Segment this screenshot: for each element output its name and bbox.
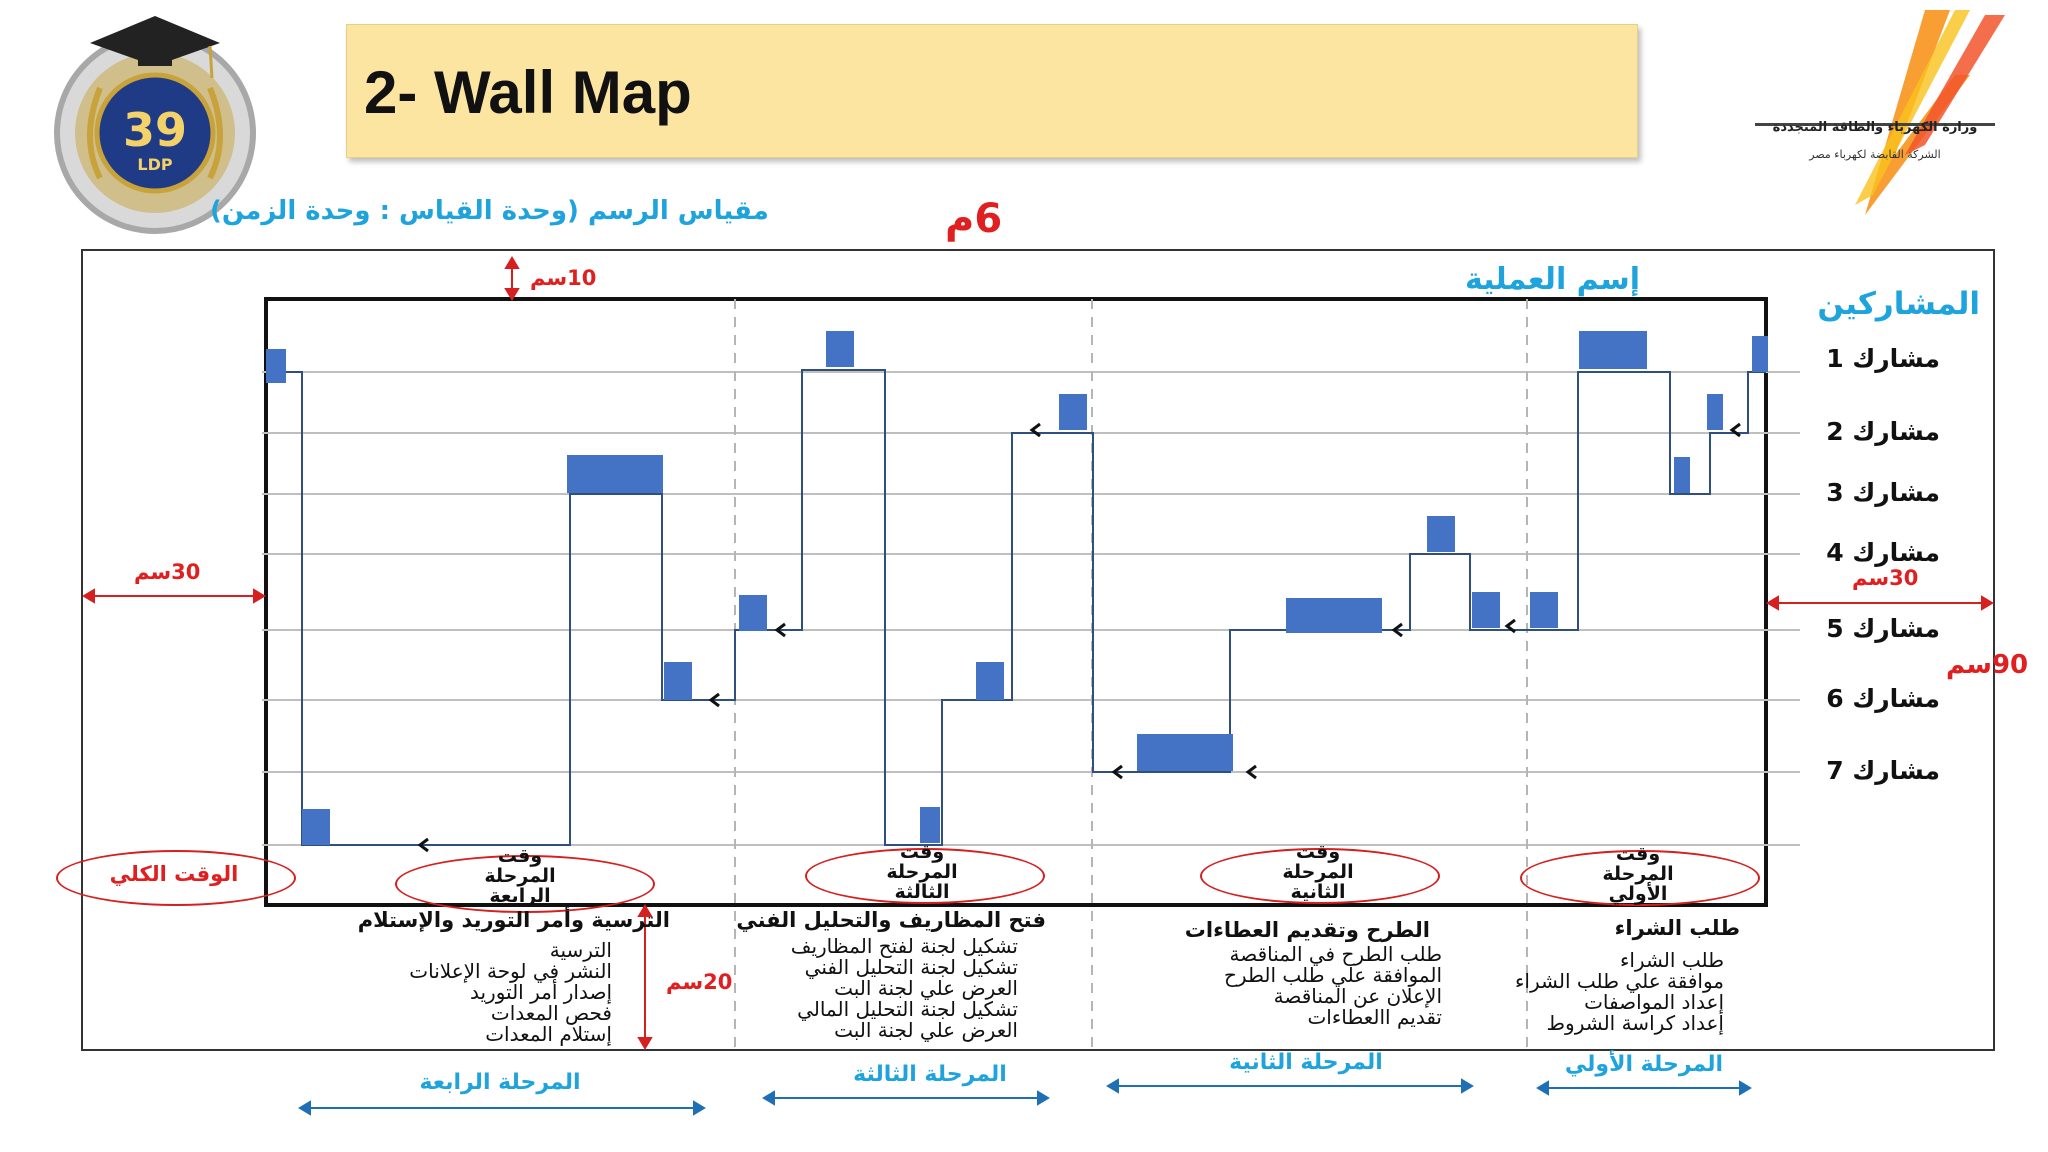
participants-heading: المشاركين bbox=[1817, 286, 1980, 322]
activity-box bbox=[1427, 516, 1455, 552]
activity-box bbox=[1579, 331, 1647, 369]
task-item: فحص المعدات bbox=[490, 1001, 612, 1025]
task-item: تشكيل لجنة لفتح المظاريف bbox=[790, 934, 1018, 958]
phase-time-label-4: وقت المرحلة الرابعة bbox=[484, 845, 556, 907]
dim-label-height: 90سم bbox=[1946, 650, 2029, 680]
ministry-name-line2: الشركة القابضة لكهرباء مصر bbox=[1809, 148, 1941, 161]
flow-arrow bbox=[1391, 622, 1403, 638]
phase-title-1: طلب الشراء bbox=[1614, 916, 1740, 940]
activity-box bbox=[826, 331, 854, 367]
total-time-label: الوقت الكلي bbox=[109, 862, 239, 886]
task-item: النشر في لوحة الإعلانات bbox=[409, 959, 612, 983]
process-flow-line bbox=[266, 369, 1766, 846]
activity-box bbox=[302, 809, 330, 845]
task-item: إعداد المواصفات bbox=[1584, 990, 1724, 1014]
stage-label-1: المرحلة الأولي bbox=[1564, 1052, 1724, 1077]
task-item: إستلام المعدات bbox=[485, 1022, 612, 1046]
phase-time-label-1: وقت المرحلة الأولي bbox=[1602, 843, 1674, 905]
phase-time-label-2: وقت المرحلة الثانية bbox=[1282, 841, 1354, 903]
logo-text: LDP bbox=[137, 155, 172, 174]
phase-task-list-4: الترسية النشر في لوحة الإعلانات إصدار أم… bbox=[360, 940, 612, 1045]
flow-arrow bbox=[774, 622, 786, 638]
phase-time-ellipse-2 bbox=[1200, 848, 1440, 904]
total-time-ellipse bbox=[56, 850, 296, 906]
task-item: موافقة علي طلب الشراء bbox=[1515, 969, 1724, 993]
phase-title-3: فتح المظاريف والتحليل الفني bbox=[736, 908, 1046, 932]
dim-label-bottom: 20سم bbox=[666, 970, 733, 994]
participant-label-6: مشارك 6 bbox=[1826, 684, 1940, 713]
flow-arrow bbox=[1111, 764, 1123, 780]
task-item: طلب الشراء bbox=[1619, 948, 1724, 972]
phase-task-list-3: تشكيل لجنة لفتح المظاريف تشكيل لجنة التح… bbox=[736, 936, 1018, 1041]
task-item: تشكيل لجنة التحليل المالي bbox=[797, 997, 1018, 1021]
task-item: الترسية bbox=[549, 938, 612, 962]
page-title: 2- Wall Map bbox=[364, 59, 692, 126]
stage-label-2: المرحلة الثانية bbox=[1229, 1050, 1383, 1075]
dim-label-top: 10سم bbox=[530, 266, 597, 290]
chart-frame bbox=[264, 297, 1768, 907]
scale-caption: مقياس الرسم (وحدة القياس : وحدة الزمن) bbox=[210, 196, 769, 226]
ministry-logo bbox=[1755, 5, 2015, 225]
activity-box bbox=[1137, 734, 1233, 771]
participant-label-7: مشارك 7 bbox=[1826, 756, 1940, 785]
activity-box bbox=[1707, 394, 1723, 430]
flow-arrow bbox=[1245, 764, 1257, 780]
activity-box bbox=[664, 662, 692, 700]
stage-label-3: المرحلة الثالثة bbox=[853, 1062, 1007, 1087]
phase-time-ellipse-3 bbox=[805, 848, 1045, 904]
task-item: تقديم االعطاءات bbox=[1307, 1005, 1442, 1029]
logo-number: 39 bbox=[123, 103, 187, 157]
task-item: إصدار أمر التوريد bbox=[469, 980, 612, 1004]
flow-arrow bbox=[417, 837, 429, 853]
activity-box bbox=[567, 455, 663, 493]
flow-arrow bbox=[1504, 618, 1516, 634]
ministry-name-line1: وزارة الكهرباء والطاقة المتجددة bbox=[1772, 120, 1978, 135]
dim-label-right: 30سم bbox=[1852, 566, 1919, 590]
participant-label-2: مشارك 2 bbox=[1826, 417, 1940, 446]
phase-time-ellipse-4 bbox=[395, 855, 655, 913]
task-item: إعداد كراسة الشروط bbox=[1546, 1011, 1724, 1035]
activity-box bbox=[1530, 592, 1558, 628]
stage-label-4: المرحلة الرابعة bbox=[419, 1070, 581, 1095]
activity-box bbox=[1674, 457, 1690, 493]
phase-title-4: الترسية وأمر التوريد والإستلام bbox=[357, 908, 670, 932]
participant-label-1: مشارك 1 bbox=[1826, 344, 1940, 373]
activity-box bbox=[920, 807, 940, 843]
phase-task-list-1: طلب الشراء موافقة علي طلب الشراء إعداد ا… bbox=[1472, 950, 1724, 1034]
task-item: العرض علي لجنة البت bbox=[834, 1018, 1018, 1042]
activity-box bbox=[1472, 592, 1500, 628]
dim-label-left: 30سم bbox=[134, 560, 201, 584]
activity-box bbox=[739, 595, 767, 631]
task-item: الموافقة علي طلب الطرح bbox=[1224, 963, 1442, 987]
phase-task-list-2: طلب الطرح في المناقصة الموافقة علي طلب ا… bbox=[1180, 944, 1442, 1028]
activity-box bbox=[266, 349, 286, 383]
scale-value: 6م bbox=[945, 196, 1003, 242]
process-name: إسم العملية bbox=[1464, 262, 1640, 297]
activity-box bbox=[1059, 394, 1087, 430]
flow-arrow bbox=[1029, 422, 1041, 438]
task-item: العرض علي لجنة البت bbox=[834, 976, 1018, 1000]
task-item: الإعلان عن المناقصة bbox=[1273, 984, 1442, 1008]
phase-time-ellipse-1 bbox=[1520, 850, 1760, 906]
flow-arrow bbox=[708, 692, 720, 708]
outer-frame bbox=[81, 249, 1995, 1051]
activity-box bbox=[1286, 598, 1382, 633]
task-item: طلب الطرح في المناقصة bbox=[1229, 942, 1442, 966]
title-banner bbox=[346, 24, 1638, 158]
activity-box bbox=[1752, 336, 1768, 372]
phase-time-label-3: وقت المرحلة الثالثة bbox=[886, 841, 958, 903]
academy-logo: 39 LDP bbox=[40, 8, 270, 243]
task-item: تشكيل لجنة التحليل الفني bbox=[804, 955, 1018, 979]
participant-label-3: مشارك 3 bbox=[1826, 478, 1940, 507]
activity-box bbox=[976, 662, 1004, 700]
phase-title-2: الطرح وتقديم العطاءات bbox=[1184, 918, 1430, 942]
participant-label-4: مشارك 4 bbox=[1826, 538, 1940, 567]
flow-arrow bbox=[1729, 422, 1741, 438]
participant-label-5: مشارك 5 bbox=[1826, 614, 1940, 643]
